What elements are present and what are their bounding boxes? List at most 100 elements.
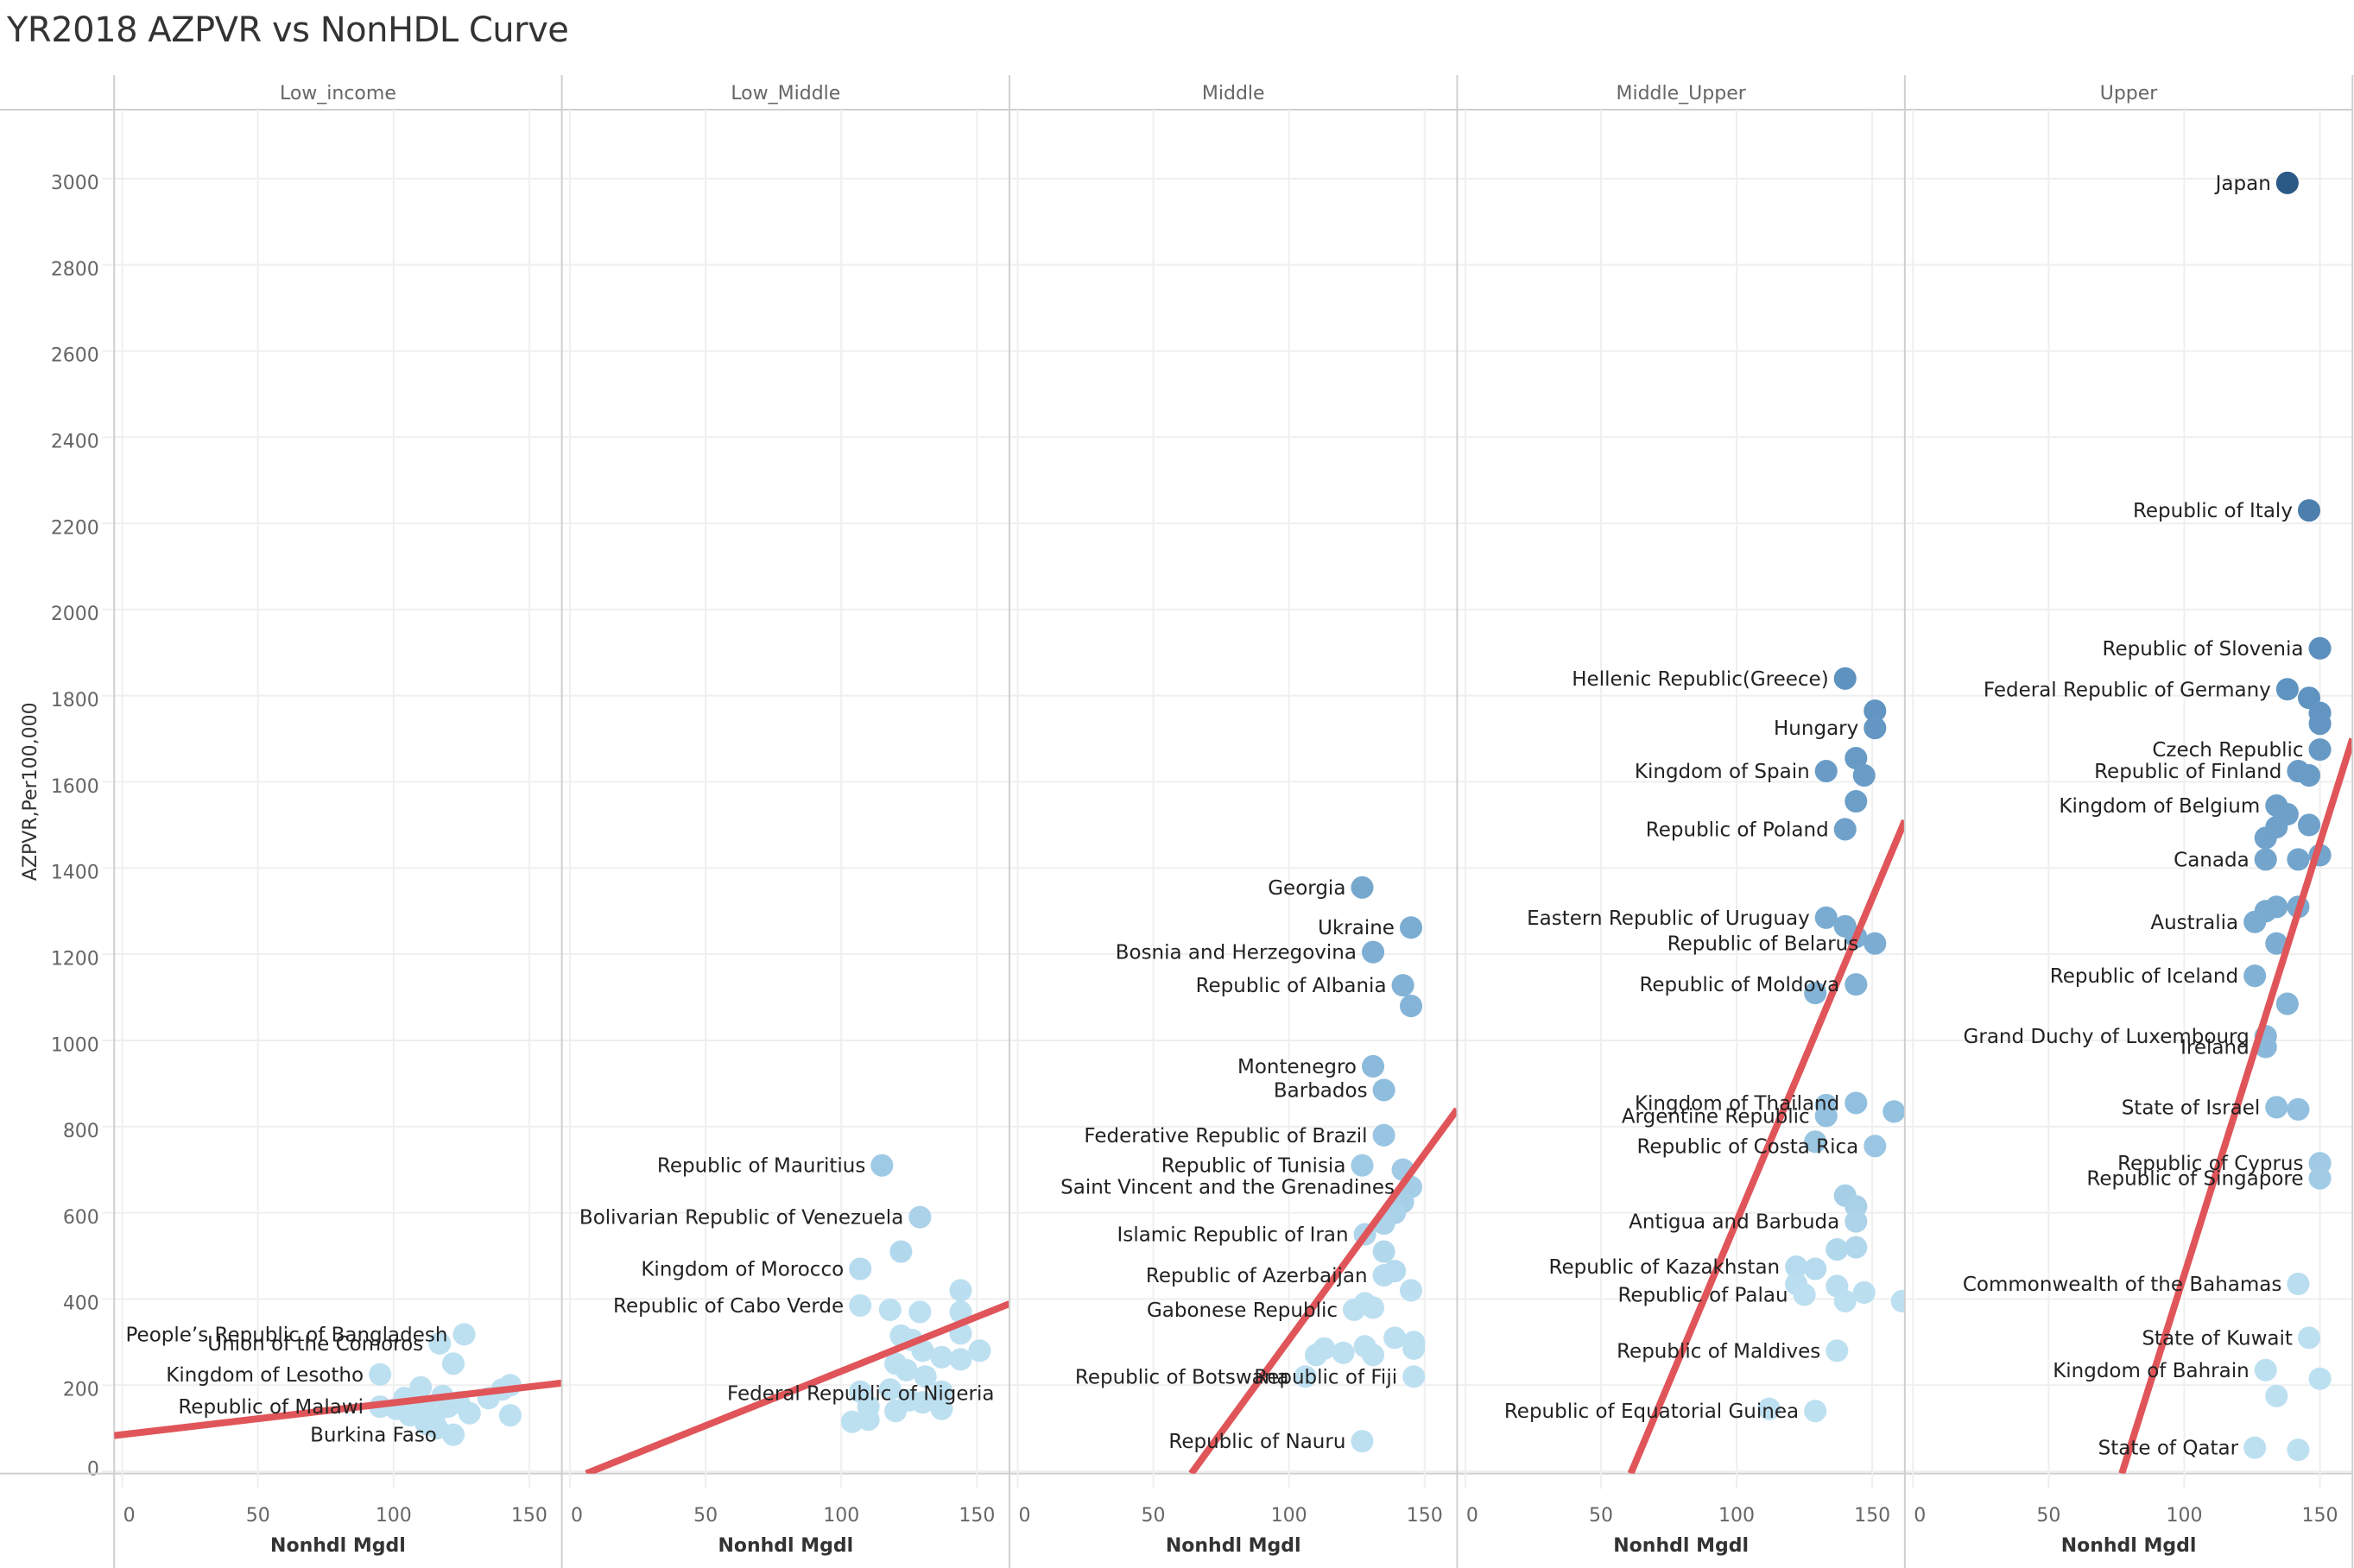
data-point[interactable] <box>1833 667 1857 690</box>
data-point[interactable] <box>1399 1279 1423 1302</box>
data-point[interactable] <box>1845 789 1868 813</box>
data-point[interactable] <box>1399 995 1423 1018</box>
data-point[interactable] <box>2308 636 2332 660</box>
data-point[interactable] <box>2297 813 2321 837</box>
data-point[interactable] <box>1361 1054 1385 1078</box>
data-point[interactable] <box>2308 712 2332 736</box>
data-point[interactable] <box>1852 1280 1876 1305</box>
data-point[interactable] <box>1864 717 1887 740</box>
data-point[interactable] <box>2308 738 2332 762</box>
data-point[interactable] <box>1864 699 1887 723</box>
data-point[interactable] <box>2254 1358 2277 1381</box>
data-point[interactable] <box>1845 973 1868 996</box>
data-point[interactable] <box>930 1397 953 1420</box>
data-point[interactable] <box>911 1339 934 1363</box>
data-point[interactable] <box>1372 1240 1395 1263</box>
data-point[interactable] <box>1391 974 1414 997</box>
data-point[interactable] <box>1852 764 1876 787</box>
data-point[interactable] <box>2275 171 2299 194</box>
data-point[interactable] <box>1361 1344 1385 1367</box>
data-point[interactable] <box>1845 1210 1868 1233</box>
data-point[interactable] <box>930 1380 953 1403</box>
data-point[interactable] <box>2287 848 2310 871</box>
data-point[interactable] <box>1313 1337 1336 1360</box>
data-point[interactable] <box>1845 1091 1868 1115</box>
data-point[interactable] <box>1833 1289 1857 1312</box>
data-point[interactable] <box>1351 876 1374 899</box>
data-point[interactable] <box>1402 1365 1426 1388</box>
data-point[interactable] <box>1372 1078 1395 1102</box>
data-point[interactable] <box>2275 678 2299 701</box>
data-point[interactable] <box>2265 1096 2288 1119</box>
data-point[interactable] <box>878 1298 902 1321</box>
data-point[interactable] <box>2243 1436 2267 1459</box>
data-point[interactable] <box>2265 932 2288 955</box>
data-point[interactable] <box>968 1339 991 1363</box>
data-point[interactable] <box>1351 1154 1374 1177</box>
data-point[interactable] <box>1804 1130 1827 1154</box>
data-point[interactable] <box>2297 499 2321 522</box>
data-point[interactable] <box>2297 764 2321 787</box>
data-point[interactable] <box>1361 1296 1385 1319</box>
data-point[interactable] <box>1804 982 1827 1005</box>
data-point[interactable] <box>914 1365 937 1388</box>
data-point[interactable] <box>1294 1365 1317 1388</box>
data-point[interactable] <box>409 1375 433 1399</box>
data-point[interactable] <box>849 1293 872 1317</box>
data-point[interactable] <box>1383 1326 1407 1350</box>
data-point[interactable] <box>1890 1289 1914 1312</box>
data-point[interactable] <box>1351 1430 1374 1453</box>
data-point[interactable] <box>1804 1400 1827 1423</box>
data-point[interactable] <box>884 1400 908 1423</box>
data-point[interactable] <box>1399 916 1423 939</box>
data-point[interactable] <box>1332 1341 1355 1364</box>
data-point[interactable] <box>930 1345 953 1369</box>
data-point[interactable] <box>911 1391 934 1414</box>
data-point[interactable] <box>908 1205 932 1229</box>
data-point[interactable] <box>2275 992 2299 1015</box>
data-point[interactable] <box>452 1323 476 1346</box>
data-point[interactable] <box>498 1404 522 1427</box>
data-point[interactable] <box>2254 848 2277 871</box>
data-point[interactable] <box>1833 818 1857 841</box>
data-point[interactable] <box>1804 1257 1827 1280</box>
data-point[interactable] <box>2297 1326 2321 1350</box>
data-point[interactable] <box>2308 1367 2332 1390</box>
data-point[interactable] <box>1383 1259 1407 1283</box>
data-point[interactable] <box>1883 1100 1905 1123</box>
data-point[interactable] <box>1372 1123 1395 1147</box>
data-point[interactable] <box>2287 1097 2310 1121</box>
data-point[interactable] <box>1814 1104 1838 1128</box>
data-point[interactable] <box>426 1417 449 1440</box>
data-point[interactable] <box>1864 932 1887 955</box>
data-point[interactable] <box>1845 747 1868 770</box>
data-point[interactable] <box>1826 1339 1849 1363</box>
data-point[interactable] <box>458 1401 481 1425</box>
data-point[interactable] <box>428 1331 452 1355</box>
data-point[interactable] <box>2243 910 2267 933</box>
data-point[interactable] <box>949 1279 972 1302</box>
data-point[interactable] <box>1814 906 1838 929</box>
data-point[interactable] <box>949 1348 972 1371</box>
data-point[interactable] <box>849 1257 872 1280</box>
data-point[interactable] <box>2243 964 2267 988</box>
data-point[interactable] <box>1845 1236 1868 1259</box>
data-point[interactable] <box>1814 760 1838 783</box>
data-point[interactable] <box>1793 1283 1816 1306</box>
data-point[interactable] <box>2308 1167 2332 1190</box>
data-point[interactable] <box>2265 1384 2288 1407</box>
data-point[interactable] <box>1361 940 1385 964</box>
data-point[interactable] <box>908 1300 932 1324</box>
data-point[interactable] <box>2287 1272 2310 1296</box>
data-point[interactable] <box>1864 1135 1887 1158</box>
data-point[interactable] <box>2287 1438 2310 1462</box>
data-point[interactable] <box>2254 826 2277 850</box>
data-point[interactable] <box>889 1240 913 1263</box>
data-point[interactable] <box>857 1408 880 1432</box>
data-point[interactable] <box>895 1358 918 1381</box>
data-point[interactable] <box>369 1363 392 1386</box>
data-point[interactable] <box>1785 1255 1808 1279</box>
data-point[interactable] <box>1757 1397 1781 1420</box>
data-point[interactable] <box>1826 1238 1849 1261</box>
data-point[interactable] <box>441 1352 465 1375</box>
